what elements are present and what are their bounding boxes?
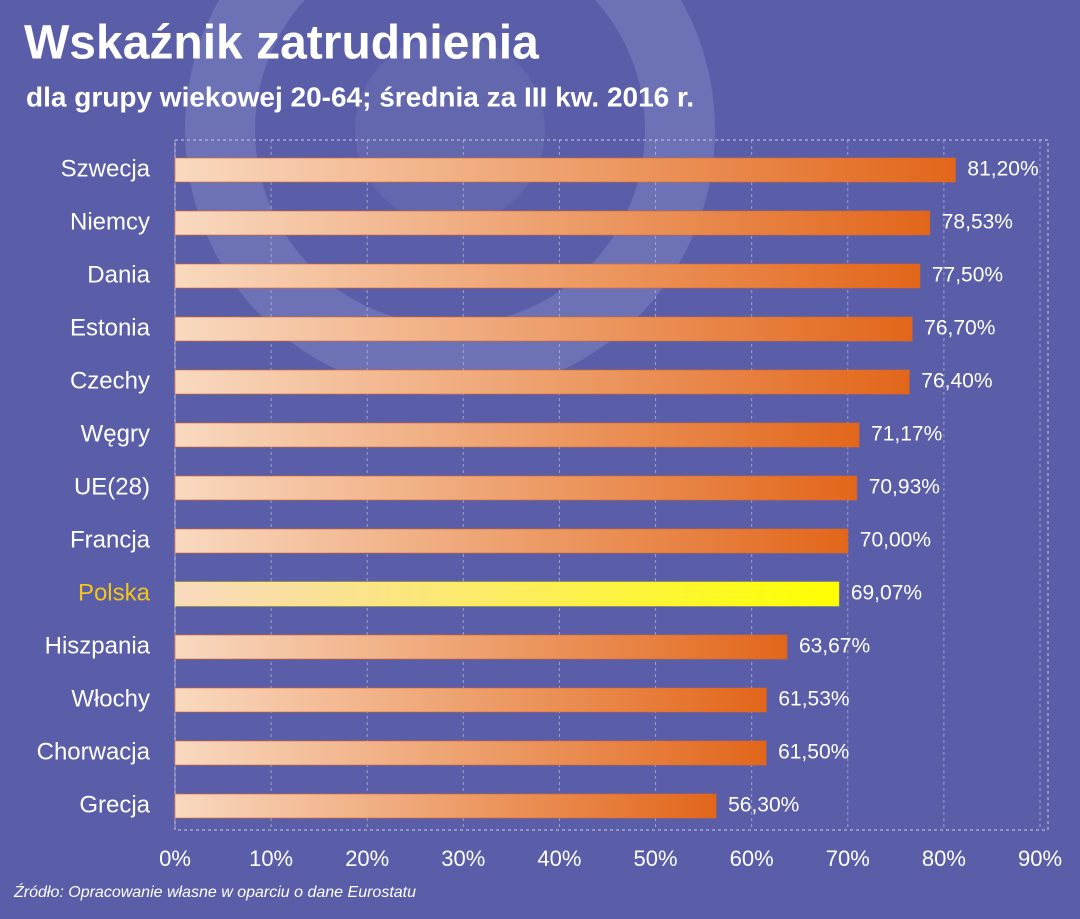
y-tick-label: Hiszpania bbox=[45, 632, 151, 659]
value-label: 61,53% bbox=[778, 688, 849, 711]
y-tick-label: UE(28) bbox=[74, 473, 150, 500]
x-tick-label: 10% bbox=[249, 846, 293, 871]
bar bbox=[174, 316, 913, 342]
value-label: 76,70% bbox=[924, 317, 995, 340]
bar bbox=[174, 157, 956, 183]
y-tick-label: Polska bbox=[78, 579, 151, 606]
bar bbox=[174, 581, 840, 607]
x-tick-label: 0% bbox=[159, 846, 191, 871]
x-tick-label: 50% bbox=[634, 846, 678, 871]
value-label: 70,93% bbox=[869, 476, 940, 499]
chart-title: Wskaźnik zatrudnienia bbox=[24, 17, 539, 70]
value-label: 81,20% bbox=[967, 158, 1038, 181]
y-tick-label: Włochy bbox=[71, 685, 150, 712]
bar bbox=[174, 687, 767, 713]
x-tick-label: 60% bbox=[730, 846, 774, 871]
bar bbox=[174, 528, 849, 554]
value-label: 56,30% bbox=[728, 794, 799, 817]
bar bbox=[174, 634, 788, 660]
value-label: 70,00% bbox=[860, 529, 931, 552]
y-tick-label: Francja bbox=[70, 526, 151, 553]
value-label: 71,17% bbox=[871, 423, 942, 446]
y-tick-label: Chorwacja bbox=[37, 738, 151, 765]
x-tick-label: 40% bbox=[537, 846, 581, 871]
y-tick-label: Czechy bbox=[70, 367, 150, 394]
bar bbox=[174, 793, 717, 819]
value-label: 76,40% bbox=[921, 370, 992, 393]
x-tick-label: 90% bbox=[1018, 846, 1062, 871]
bar bbox=[174, 210, 931, 236]
x-tick-label: 80% bbox=[922, 846, 966, 871]
x-tick-label: 70% bbox=[826, 846, 870, 871]
chart-subtitle: dla grupy wiekowej 20-64; średnia za III… bbox=[26, 81, 694, 112]
value-label: 61,50% bbox=[778, 741, 849, 764]
value-label: 77,50% bbox=[932, 264, 1003, 287]
bar bbox=[174, 369, 910, 395]
bar bbox=[174, 475, 858, 501]
y-tick-label: Estonia bbox=[70, 314, 151, 341]
y-tick-label: Dania bbox=[87, 261, 150, 288]
y-tick-label: Niemcy bbox=[70, 208, 150, 235]
y-tick-label: Węgry bbox=[81, 420, 150, 447]
value-label: 78,53% bbox=[942, 211, 1013, 234]
x-tick-label: 20% bbox=[345, 846, 389, 871]
y-tick-label: Szwecja bbox=[61, 155, 151, 182]
bar bbox=[174, 740, 767, 766]
bar bbox=[174, 422, 860, 448]
bar bbox=[174, 263, 921, 289]
background-decoration bbox=[185, 0, 715, 395]
y-tick-label: Grecja bbox=[79, 791, 150, 818]
value-label: 63,67% bbox=[799, 635, 870, 658]
source-note: Źródło: Opracowanie własne w oparciu o d… bbox=[13, 882, 416, 901]
x-tick-label: 30% bbox=[441, 846, 485, 871]
value-label: 69,07% bbox=[851, 582, 922, 605]
